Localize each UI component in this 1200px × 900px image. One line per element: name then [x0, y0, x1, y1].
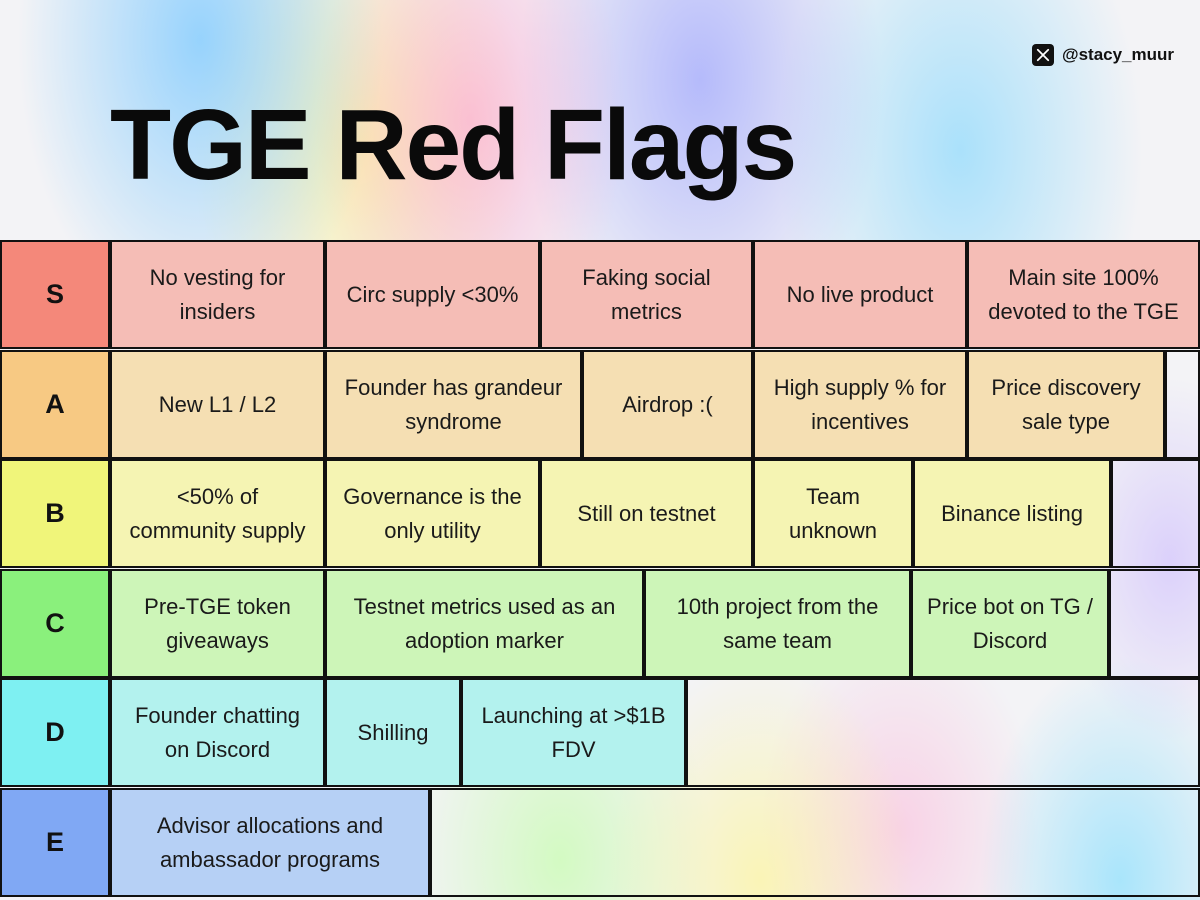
tier-item[interactable]: Pre-TGE token giveaways — [110, 569, 325, 678]
tier-label-d: D — [0, 678, 110, 787]
tier-item[interactable]: Circ supply <30% — [325, 240, 540, 349]
tier-item[interactable]: Price bot on TG / Discord — [911, 569, 1109, 678]
tier-item[interactable]: Binance listing — [913, 459, 1111, 568]
tier-item[interactable]: Still on testnet — [540, 459, 753, 568]
tier-label-b: B — [0, 459, 110, 568]
tier-empty-slot — [1111, 459, 1200, 568]
tier-row-s: S No vesting for insiders Circ supply <30%… — [0, 240, 1200, 349]
tier-item[interactable]: <50% of community supply — [110, 459, 325, 568]
tier-item[interactable]: High supply % for incentives — [753, 350, 967, 459]
tier-item[interactable]: 10th project from the same team — [644, 569, 911, 678]
tier-item[interactable]: Founder chatting on Discord — [110, 678, 325, 787]
tier-item[interactable]: No live product — [753, 240, 967, 349]
tier-list: S No vesting for insiders Circ supply <30%… — [0, 240, 1200, 900]
tier-item[interactable]: Price discovery sale type — [967, 350, 1165, 459]
tier-item[interactable]: Team unknown — [753, 459, 913, 568]
tier-row-d: D Founder chatting on Discord Shilling Laun… — [0, 678, 1200, 787]
tier-label-c: C — [0, 569, 110, 678]
tier-empty-slot — [1165, 350, 1200, 459]
tier-row-a: A New L1 / L2 Founder has grandeur syndrom… — [0, 350, 1200, 459]
tier-item[interactable]: Testnet metrics used as an adoption mark… — [325, 569, 644, 678]
tier-empty-slot — [430, 788, 1200, 897]
tier-item[interactable]: Launching at >$1B FDV — [461, 678, 686, 787]
tier-item[interactable]: Founder has grandeur syndrome — [325, 350, 582, 459]
tier-item[interactable]: Shilling — [325, 678, 461, 787]
tier-row-c: C Pre-TGE token giveaways Testnet metrics … — [0, 569, 1200, 678]
tier-item[interactable]: Main site 100% devoted to the TGE — [967, 240, 1200, 349]
x-logo-icon — [1032, 44, 1054, 66]
tier-item[interactable]: Governance is the only utility — [325, 459, 540, 568]
author-handle[interactable]: @stacy_muur — [1032, 44, 1174, 66]
tier-item[interactable]: Airdrop :( — [582, 350, 753, 459]
tier-empty-slot — [1109, 569, 1200, 678]
tier-item[interactable]: Faking social metrics — [540, 240, 753, 349]
tier-item[interactable]: New L1 / L2 — [110, 350, 325, 459]
tier-label-s: S — [0, 240, 110, 349]
tier-empty-slot — [686, 678, 1200, 787]
tier-label-e: E — [0, 788, 110, 897]
tier-row-e: E Advisor allocations and ambassador prog… — [0, 788, 1200, 897]
tier-label-a: A — [0, 350, 110, 459]
tier-item[interactable]: Advisor allocations and ambassador progr… — [110, 788, 430, 897]
handle-text: @stacy_muur — [1062, 45, 1175, 64]
tier-row-b: B <50% of community supply Governance is t… — [0, 459, 1200, 568]
page-title: TGE Red Flags — [110, 89, 797, 201]
tier-item[interactable]: No vesting for insiders — [110, 240, 325, 349]
